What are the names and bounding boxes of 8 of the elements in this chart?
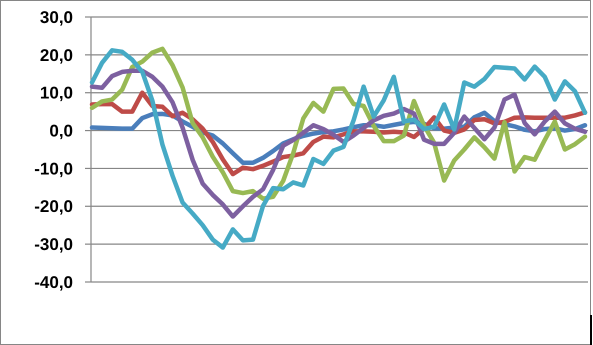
y-tick-label: 20,0 (40, 46, 73, 65)
y-tick-label: 30,0 (40, 8, 73, 27)
y-tick-label: -30,0 (34, 235, 73, 254)
y-tick-label: -40,0 (34, 272, 73, 292)
y-tick-label: 10,0 (40, 84, 73, 103)
y-tick-label: -20,0 (34, 197, 73, 216)
y-tick-label: 0,0 (49, 122, 73, 141)
y-tick-label: -10,0 (34, 159, 73, 178)
